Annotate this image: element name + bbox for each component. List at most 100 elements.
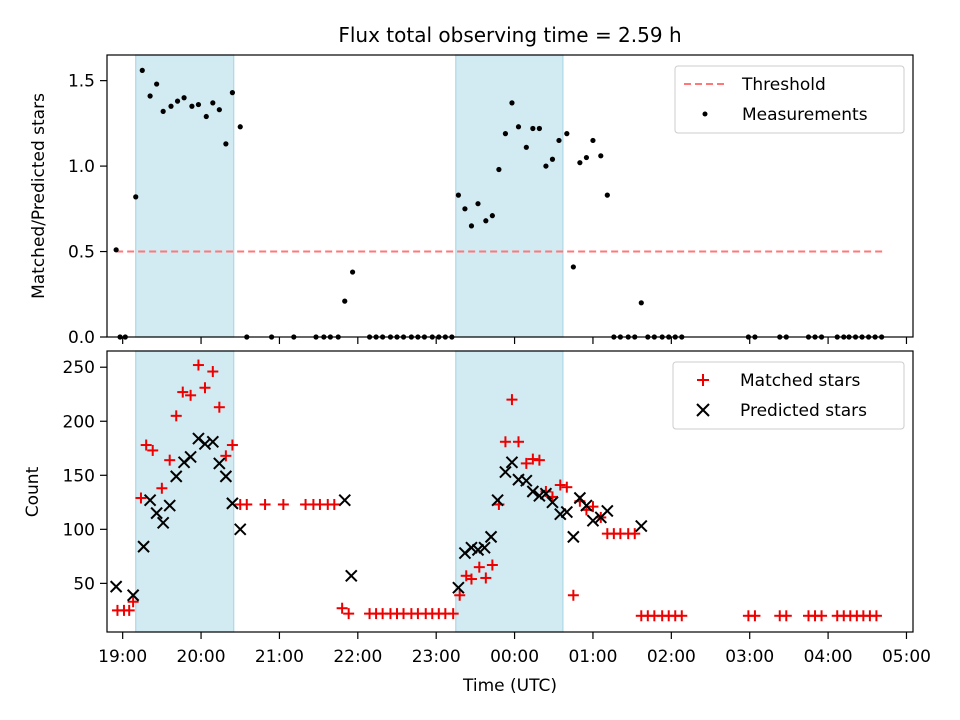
top-panel: 0.0 0.5 1.0 1.5 Matched/Predicted stars Thr… [29, 54, 914, 348]
matched-star-point [192, 359, 204, 371]
measurement-point [549, 156, 556, 162]
predicted-star-point [213, 457, 226, 470]
x-tick-label: 00:00 [490, 647, 539, 667]
predicted-star-point [526, 485, 540, 498]
x-tick-label: 19:00 [98, 647, 147, 667]
measurement-point [570, 264, 576, 270]
x-tick-label: 01:00 [568, 647, 617, 667]
matched-star-point [447, 608, 459, 620]
matched-star-point [554, 479, 566, 491]
y-tick-label: 0.0 [68, 328, 95, 348]
x-tick-label: 04:00 [804, 647, 853, 667]
y-tick-label: 50 [73, 574, 95, 594]
matched-star-point [499, 436, 511, 448]
predicted-star-point [184, 450, 197, 464]
top-plot-frame [106, 54, 914, 338]
measurement-point [147, 93, 153, 99]
predicted-star-point [226, 497, 239, 510]
predicted-star-point [505, 456, 519, 469]
matched-star-point [587, 501, 599, 513]
predicted-star-point [163, 499, 176, 512]
matched-star-point [156, 482, 168, 494]
chart-title: Flux total observing time = 2.59 h [338, 23, 681, 47]
matched-star-point [629, 528, 641, 540]
measurement-point [598, 153, 604, 159]
measurement-point [216, 107, 222, 113]
predicted-star-point [546, 496, 559, 509]
matched-star-point [567, 589, 579, 601]
predicted-star-point [150, 506, 163, 520]
matched-star-point [170, 410, 182, 422]
bottom-legend: Matched stars Predicted stars [672, 361, 905, 430]
predicted-star-point [170, 470, 183, 483]
measurement-point [229, 90, 236, 96]
predicted-star-point [499, 465, 512, 479]
measurement-point [483, 218, 489, 224]
matched-star-point [465, 573, 477, 585]
top-y-axis-label: Matched/Predicted stars [29, 93, 49, 299]
predicted-star-point [126, 589, 140, 602]
matched-star-point [533, 454, 545, 466]
legend-measurements-label: Measurements [742, 105, 868, 125]
matched-star-point [164, 454, 176, 466]
matched-star-point [226, 439, 238, 451]
x-tick-label: 23:00 [412, 647, 461, 667]
x-tick-label: 21:00 [255, 647, 304, 667]
y-tick-label: 1.0 [68, 157, 95, 177]
predicted-star-point [491, 493, 504, 507]
bottom-y-ticks: 50 100 150 200 250 [63, 358, 107, 594]
measurement-point [502, 131, 509, 137]
matched-star-point [473, 561, 485, 573]
measurement-point [154, 81, 160, 87]
measurement-point [181, 95, 187, 101]
matched-star-point [220, 450, 232, 462]
matched-star-point [816, 610, 828, 622]
measurement-point [133, 194, 139, 200]
measurement-point [583, 154, 590, 161]
predicted-star-point [484, 530, 498, 544]
matched-star-point [241, 498, 253, 510]
top-y-ticks: 0.0 0.5 1.0 1.5 [68, 72, 107, 348]
predicted-star-point [539, 487, 553, 500]
matched-star-point [506, 394, 518, 406]
matched-star-point [127, 596, 139, 608]
matched-star-point [512, 436, 524, 448]
bottom-y-axis-label: Count [23, 466, 43, 517]
matched-star-point [480, 572, 492, 584]
x-axis-label: Time (UTC) [462, 676, 557, 696]
predicted-star-point [206, 435, 220, 448]
measurement-point [564, 131, 570, 137]
matched-star-point [540, 486, 552, 497]
top-legend: Threshold Measurements [674, 65, 905, 134]
matched-star-point [454, 589, 466, 601]
measurement-point [189, 103, 195, 109]
legend-matched-label: Matched stars [740, 371, 860, 391]
measurement-point [160, 108, 166, 114]
measurement-point [638, 300, 644, 306]
matched-star-point [343, 608, 355, 620]
y-tick-label: 200 [63, 412, 95, 432]
measurement-point [536, 125, 542, 132]
matched-stars-points [111, 359, 882, 622]
matched-star-point [486, 559, 498, 571]
matched-star-point [328, 498, 340, 510]
x-tick-label: 05:00 [882, 647, 931, 667]
measurement-point [462, 206, 468, 212]
measurement-point [139, 67, 145, 73]
predicted-star-point [635, 519, 648, 533]
matched-star-point [277, 498, 289, 510]
measurement-point [210, 100, 216, 106]
measurement-point [113, 247, 119, 253]
predicted-star-point [601, 504, 614, 518]
legend-matched-swatch [697, 374, 709, 386]
matched-star-point [147, 444, 159, 456]
measurement-point [237, 124, 243, 130]
predicted-star-point [219, 470, 233, 483]
x-tick-label: 20:00 [177, 647, 226, 667]
legend-measurements-swatch [702, 111, 708, 117]
x-tick-label: 22:00 [333, 647, 382, 667]
matched-star-point [259, 498, 271, 510]
measurement-point [195, 101, 202, 108]
y-tick-label: 1.5 [68, 72, 95, 92]
